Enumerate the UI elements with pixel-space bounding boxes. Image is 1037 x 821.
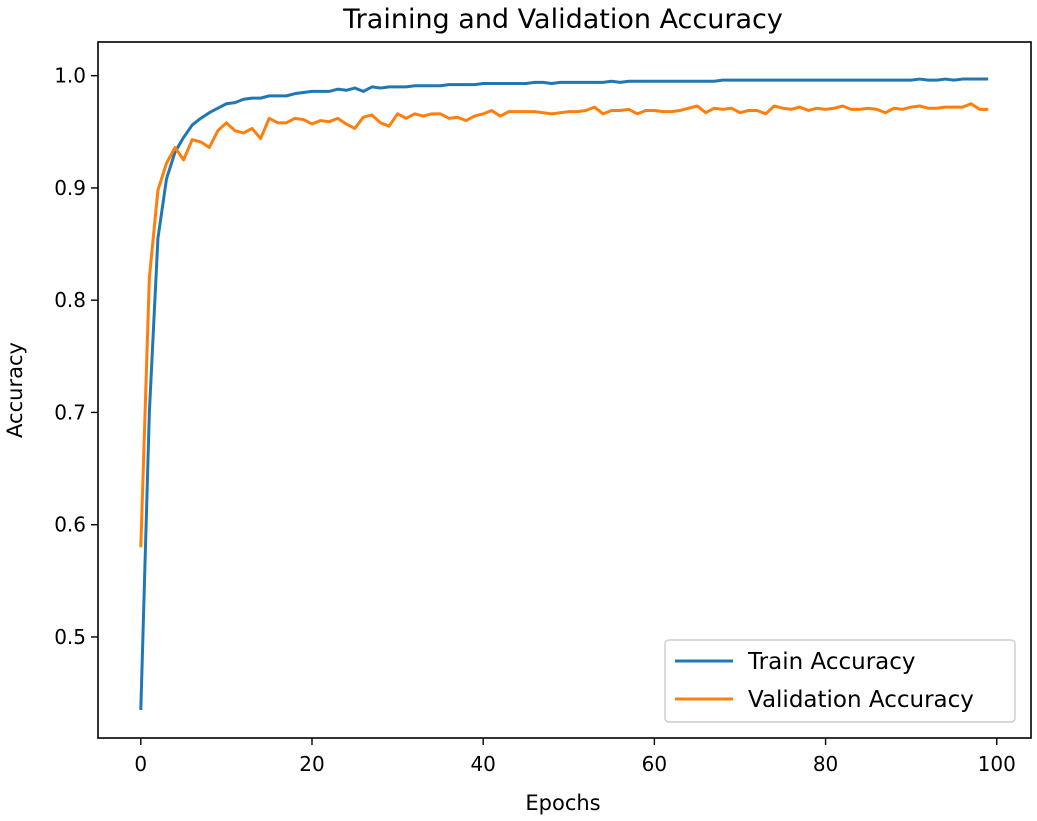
series-line-train-accuracy <box>139 77 989 710</box>
y-tick-label: 0.9 <box>54 176 86 200</box>
y-tick-label: 0.8 <box>54 288 86 312</box>
x-tick-label: 60 <box>642 752 667 776</box>
y-tick-label: 0.7 <box>54 400 86 424</box>
legend-label-validation: Validation Accuracy <box>748 687 974 713</box>
y-tick-label: 1.0 <box>54 64 86 88</box>
legend: Train Accuracy Validation Accuracy <box>664 639 1016 723</box>
y-tick-label: 0.5 <box>54 625 86 649</box>
x-axis: 0 20 40 60 80 100 <box>134 738 1016 776</box>
y-tick-label: 0.6 <box>54 513 86 537</box>
plot-lines <box>139 77 989 710</box>
x-tick-label: 0 <box>134 752 147 776</box>
y-axis: 0.5 0.6 0.7 0.8 0.9 1.0 <box>54 64 98 649</box>
x-tick-label: 20 <box>299 752 324 776</box>
y-axis-label: Accuracy <box>3 342 27 438</box>
x-tick-label: 40 <box>470 752 495 776</box>
x-tick-label: 80 <box>813 752 838 776</box>
series-line-validation-accuracy <box>139 102 989 548</box>
legend-box <box>664 639 1016 723</box>
legend-label-train: Train Accuracy <box>747 649 916 675</box>
plot-frame <box>97 41 1032 739</box>
x-axis-label: Epochs <box>525 791 600 815</box>
chart-title: Training and Validation Accuracy <box>342 4 783 35</box>
x-tick-label: 100 <box>978 752 1016 776</box>
